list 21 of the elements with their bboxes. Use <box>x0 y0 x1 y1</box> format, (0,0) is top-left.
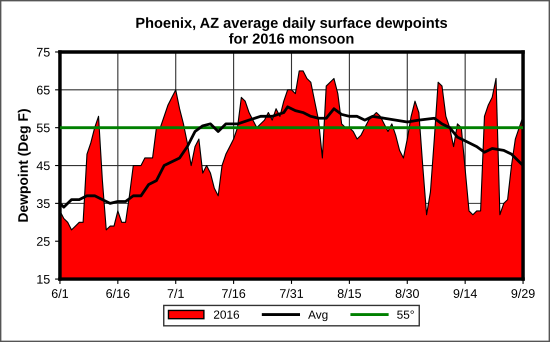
y-tick-label: 15 <box>37 275 50 284</box>
y-tick-label: 75 <box>36 48 50 57</box>
chart-title: Phoenix, AZ average daily surface dewpoints for 2016 monsoon <box>136 17 448 44</box>
legend-label: 55° <box>397 310 414 319</box>
y-axis-title: Dewpoint (Deg F) <box>18 109 31 222</box>
x-tick-label: 8/30 <box>396 288 419 298</box>
x-tick-label: 6/16 <box>106 288 130 298</box>
y-tick-label: 35 <box>36 199 50 208</box>
y-tick-label: 65 <box>36 86 50 94</box>
x-tick-label: 8/15 <box>338 288 362 298</box>
x-tick-label: 9/14 <box>454 288 477 298</box>
x-tick-label: 7/1 <box>168 288 184 298</box>
y-tick-label: 55 <box>36 124 50 132</box>
legend-label: Avg <box>308 310 328 322</box>
y-tick-label: 25 <box>36 237 50 246</box>
x-tick-label: 7/31 <box>280 288 304 298</box>
legend-label: 2016 <box>214 310 240 319</box>
x-tick-label: 9/29 <box>511 288 535 298</box>
x-tick-label: 7/16 <box>222 288 246 298</box>
x-tick-label: 6/1 <box>52 288 68 298</box>
y-tick-label: 45 <box>36 161 50 170</box>
